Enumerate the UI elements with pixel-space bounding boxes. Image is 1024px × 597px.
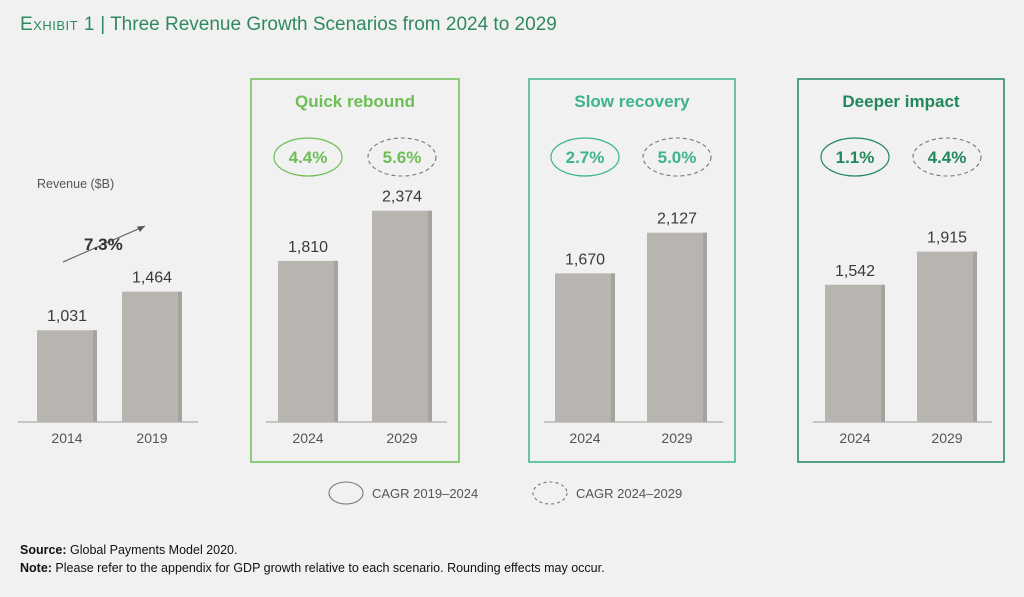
title-text: Three Revenue Growth Scenarios from 2024… — [110, 14, 557, 35]
slow-recovery-tick-label-2024: 2024 — [569, 430, 600, 446]
panel-deeper-impact-frame — [797, 78, 1005, 463]
panel-quick-rebound-cagr-2024-2029-ellipse — [367, 137, 437, 177]
source-label: Source: — [20, 543, 67, 557]
panel-slow-recovery-cagr-2019-2024-label: 2.7% — [566, 148, 605, 167]
legend-solid-label: CAGR 2019–2024 — [372, 486, 478, 501]
slow-recovery-bar-shade-2024 — [611, 273, 615, 422]
slow-recovery-value-label-2024: 1,670 — [565, 251, 605, 268]
growth-arrow-head — [137, 226, 145, 232]
note-text: Please refer to the appendix for GDP gro… — [51, 561, 605, 575]
panel-quick-rebound-frame — [250, 78, 460, 463]
deeper-impact-value-label-2029: 1,915 — [927, 230, 967, 247]
historical-value-label-2014: 1,031 — [47, 308, 87, 325]
legend-dashed-label: CAGR 2024–2029 — [576, 486, 682, 501]
legend-solid-ellipse — [328, 481, 364, 505]
historical-tick-label-2014: 2014 — [51, 430, 82, 446]
quick-rebound-bar-shade-2024 — [334, 260, 338, 422]
panel-slow-recovery-title: Slow recovery — [574, 92, 690, 111]
panel-deeper-impact-cagr-2024-2029-ellipse — [912, 137, 982, 177]
panel-deeper-impact-cagr-2024-2029-label: 4.4% — [928, 148, 967, 167]
quick-rebound-bar-2024 — [278, 260, 338, 422]
slow-recovery-tick-label-2029: 2029 — [661, 430, 692, 446]
historical-bar-2019 — [122, 291, 182, 422]
historical-bar-2014 — [37, 330, 97, 422]
panel-deeper-impact-cagr-2019-2024-ellipse — [820, 137, 890, 177]
deeper-impact-tick-label-2024: 2024 — [839, 430, 870, 446]
footnotes: Source: Global Payments Model 2020. Note… — [20, 541, 605, 577]
panel-quick-rebound-cagr-2024-2029-label: 5.6% — [383, 148, 422, 167]
quick-rebound-tick-label-2024: 2024 — [292, 430, 323, 446]
deeper-impact-bar-shade-2024 — [881, 284, 885, 422]
historical-tick-label-2019: 2019 — [136, 430, 167, 446]
slow-recovery-value-label-2029: 2,127 — [657, 211, 697, 228]
page-title: Exhibit 1 | Three Revenue Growth Scenari… — [20, 14, 557, 36]
exhibit-label: Exhibit 1 — [20, 14, 95, 35]
panel-quick-rebound-cagr-2019-2024-label: 4.4% — [289, 148, 328, 167]
panel-slow-recovery-cagr-2024-2029-ellipse — [642, 137, 712, 177]
panel-slow-recovery-frame — [528, 78, 736, 463]
quick-rebound-tick-label-2029: 2029 — [386, 430, 417, 446]
deeper-impact-tick-label-2029: 2029 — [931, 430, 962, 446]
slow-recovery-bar-2024 — [555, 273, 615, 422]
slow-recovery-bar-2029 — [647, 232, 707, 422]
source-text: Global Payments Model 2020. — [66, 543, 238, 557]
quick-rebound-bar-shade-2029 — [428, 210, 432, 422]
historical-cagr-label: 7.3% — [84, 235, 123, 254]
title-separator: | — [94, 14, 111, 35]
quick-rebound-bar-2029 — [372, 210, 432, 422]
legend-dashed-ellipse — [532, 481, 568, 505]
panel-quick-rebound-cagr-2019-2024-ellipse — [273, 137, 343, 177]
deeper-impact-bar-shade-2029 — [973, 251, 977, 422]
historical-bar-shade-2019 — [178, 291, 182, 422]
growth-arrow-line — [62, 225, 146, 263]
source-line: Source: Global Payments Model 2020. — [20, 541, 605, 559]
panel-slow-recovery-cagr-2024-2029-label: 5.0% — [658, 148, 697, 167]
deeper-impact-value-label-2024: 1,542 — [835, 263, 875, 280]
historical-value-label-2019: 1,464 — [132, 270, 172, 287]
slow-recovery-bar-shade-2029 — [703, 232, 707, 422]
panel-deeper-impact-title: Deeper impact — [842, 92, 959, 111]
deeper-impact-bar-2024 — [825, 284, 885, 422]
deeper-impact-bar-2029 — [917, 251, 977, 422]
y-axis-label: Revenue ($B) — [37, 177, 114, 191]
quick-rebound-value-label-2029: 2,374 — [382, 189, 422, 206]
panel-slow-recovery-cagr-2019-2024-ellipse — [550, 137, 620, 177]
historical-bar-shade-2014 — [93, 330, 97, 422]
note-line: Note: Please refer to the appendix for G… — [20, 559, 605, 577]
note-label: Note: — [20, 561, 52, 575]
panel-quick-rebound-title: Quick rebound — [295, 92, 415, 111]
quick-rebound-value-label-2024: 1,810 — [288, 239, 328, 256]
panel-deeper-impact-cagr-2019-2024-label: 1.1% — [836, 148, 875, 167]
